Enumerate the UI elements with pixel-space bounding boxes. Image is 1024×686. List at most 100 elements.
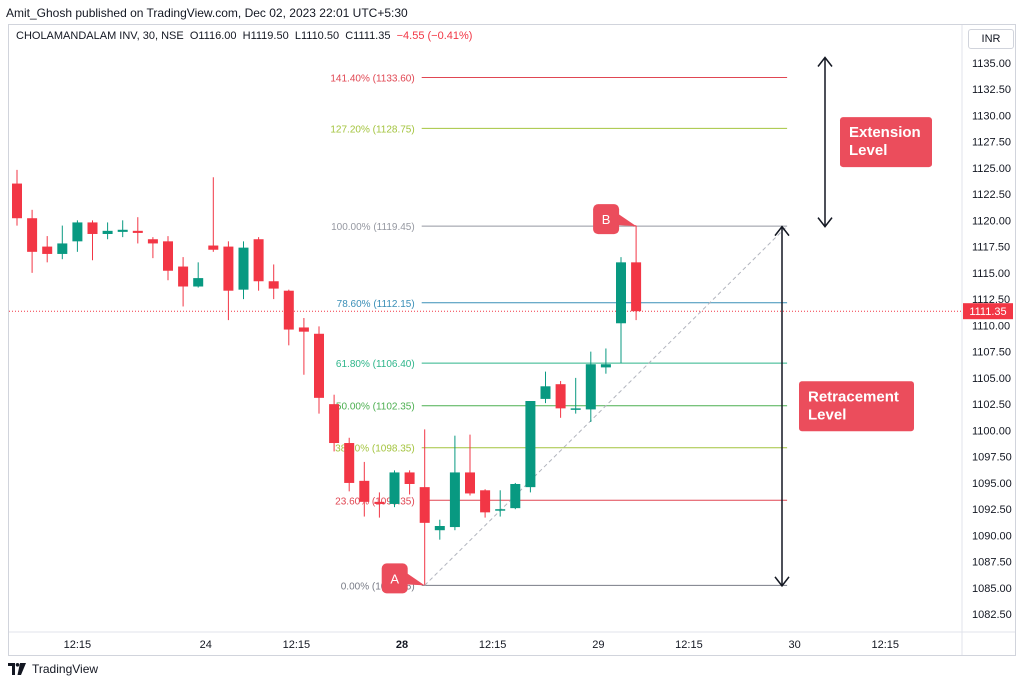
close-value: C1111.35 bbox=[345, 30, 391, 42]
chart-frame bbox=[8, 24, 1016, 656]
y-tick-label: 1130.00 bbox=[972, 110, 1011, 122]
candle-body bbox=[72, 222, 83, 242]
candle-body bbox=[283, 290, 294, 330]
candle-body bbox=[480, 490, 491, 513]
annotation-text: Extension bbox=[849, 124, 921, 141]
fib-trend-line bbox=[424, 225, 788, 586]
candle-body bbox=[57, 243, 68, 254]
candle-body bbox=[404, 472, 415, 484]
candle-body bbox=[193, 278, 204, 287]
fib-level-label: 23.60% (1093.35) bbox=[335, 496, 415, 507]
fib-level-label: 50.00% (1102.35) bbox=[336, 402, 415, 413]
high-value: H1119.50 bbox=[242, 30, 289, 42]
y-tick-label: 1127.50 bbox=[972, 137, 1011, 149]
annotation-arrowhead-bottom bbox=[817, 217, 833, 228]
candle-body bbox=[510, 483, 521, 509]
candle-body bbox=[329, 404, 340, 444]
candle-body bbox=[102, 230, 113, 234]
x-tick-label: 29 bbox=[592, 639, 604, 651]
y-tick-label: 1090.00 bbox=[972, 530, 1012, 542]
y-tick-label: 1107.50 bbox=[972, 347, 1011, 359]
candle-body bbox=[419, 487, 430, 523]
candle-body bbox=[117, 229, 128, 232]
x-tick-label: 12:15 bbox=[479, 639, 507, 651]
fib-level-label: 127.20% (1128.75) bbox=[330, 124, 414, 135]
point-a-callout-bubble bbox=[381, 563, 408, 594]
annotation-box bbox=[799, 381, 914, 432]
candle-body bbox=[298, 327, 309, 332]
candle-body bbox=[585, 364, 596, 410]
y-tick-label: 1087.50 bbox=[972, 557, 1012, 569]
candle-body bbox=[600, 364, 611, 368]
candle-body bbox=[434, 526, 445, 531]
y-tick-label: 1110.00 bbox=[972, 320, 1010, 332]
annotation-text: Retracement bbox=[808, 388, 899, 405]
candle-body bbox=[525, 401, 536, 488]
fib-level-label: 100.00% (1119.45) bbox=[331, 222, 415, 233]
annotation-arrowhead-bottom bbox=[774, 576, 790, 588]
point-b-callout-label: B bbox=[602, 212, 611, 227]
y-tick-label: 1115.00 bbox=[972, 268, 1010, 280]
y-tick-label: 1100.00 bbox=[972, 425, 1011, 437]
candle-body bbox=[359, 480, 370, 502]
annotation-arrowhead-top bbox=[817, 56, 833, 67]
x-tick-label: 12:15 bbox=[283, 639, 311, 651]
y-tick-label: 1132.50 bbox=[972, 84, 1011, 96]
candle-body bbox=[465, 472, 475, 494]
low-value: L1110.50 bbox=[294, 30, 340, 42]
point-a-callout-label: A bbox=[390, 571, 399, 586]
y-tick-label: 1097.50 bbox=[972, 452, 1012, 464]
fib-level-label: 38.20% (1098.35) bbox=[335, 444, 415, 455]
open-value: O1116.00 bbox=[189, 30, 237, 42]
y-tick-label: 1082.50 bbox=[972, 609, 1012, 621]
candle-body bbox=[631, 262, 642, 312]
y-tick-label: 1105.00 bbox=[972, 373, 1011, 385]
y-tick-label: 1117.50 bbox=[972, 242, 1010, 254]
change-value: −4.55 (−0.41%) bbox=[396, 30, 473, 42]
y-tick-label: 1095.00 bbox=[972, 478, 1012, 490]
y-tick-label: 1112.50 bbox=[972, 294, 1010, 306]
candle-body bbox=[27, 218, 38, 252]
last-price-badge bbox=[963, 303, 1013, 320]
publisher-line: Amit_Ghosh published on TradingView.com,… bbox=[6, 6, 408, 20]
annotation-text: Level bbox=[849, 142, 887, 159]
candle-body bbox=[12, 183, 22, 219]
annotation-box bbox=[840, 117, 932, 168]
y-tick-label: 1125.00 bbox=[972, 163, 1011, 175]
candle-body bbox=[570, 408, 581, 410]
candle-body bbox=[42, 246, 53, 254]
y-tick-label: 1092.50 bbox=[972, 504, 1012, 516]
candle-body bbox=[389, 472, 400, 504]
footer-brand[interactable]: TradingView bbox=[8, 662, 98, 676]
symbol-name[interactable]: CHOLAMANDALAM INV, 30, NSE bbox=[16, 30, 184, 42]
annotation-arrowhead-top bbox=[774, 225, 790, 237]
candle-body bbox=[555, 384, 566, 409]
x-tick-label: 28 bbox=[396, 639, 408, 651]
candle-body bbox=[374, 501, 385, 504]
footer-brand-label: TradingView bbox=[32, 662, 99, 676]
candle-body bbox=[147, 239, 158, 244]
x-tick-label: 12:15 bbox=[675, 639, 703, 651]
candle-body bbox=[87, 222, 98, 234]
candle-body bbox=[208, 245, 219, 250]
candle-body bbox=[163, 241, 173, 271]
y-tick-label: 1085.00 bbox=[972, 583, 1012, 595]
fib-level-label: 78.60% (1112.15) bbox=[337, 299, 415, 310]
candle-body bbox=[495, 509, 506, 511]
currency-label: INR bbox=[981, 33, 1001, 45]
point-b-connector bbox=[633, 225, 637, 227]
candle-body bbox=[132, 230, 143, 233]
candle-body bbox=[268, 281, 279, 289]
point-b-callout-pointer bbox=[617, 213, 637, 227]
point-a-callout-pointer bbox=[405, 572, 425, 586]
candle-body bbox=[449, 472, 460, 528]
currency-selector[interactable]: INR bbox=[968, 29, 1014, 49]
fib-level-label: 0.00% (1085.25) bbox=[341, 581, 415, 592]
candle-body bbox=[253, 239, 264, 282]
candle-body bbox=[540, 386, 551, 399]
candle-body bbox=[616, 262, 626, 324]
y-tick-label: 1120.00 bbox=[972, 215, 1011, 227]
x-tick-label: 12:15 bbox=[871, 639, 899, 651]
symbol-ohlc-legend: CHOLAMANDALAM INV, 30, NSE O1116.00 H111… bbox=[16, 30, 472, 42]
